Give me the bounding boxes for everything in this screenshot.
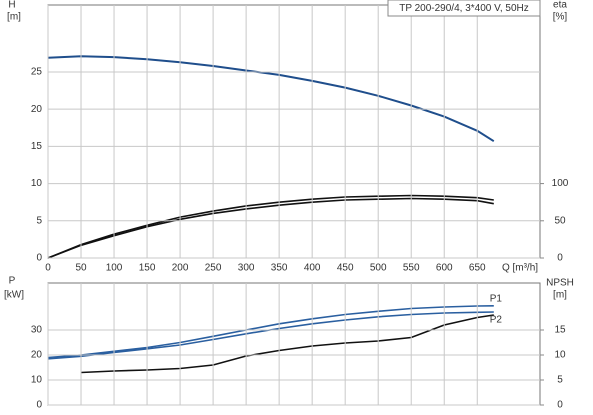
title-box [387,0,541,17]
y-axis-label: H [8,0,15,11]
x-tick-label: 500 [370,263,387,274]
y2-tick-label: 10 [554,350,566,361]
y2-axis-label: NPSH [546,278,574,289]
x-tick-label: 50 [75,263,87,274]
series-line [47,197,494,259]
y-tick-label: 20 [31,104,43,115]
series-line [47,194,494,259]
x-axis-label: Q [m³/h] [502,263,538,274]
x-tick-label: 150 [139,263,156,274]
x-tick-label: 650 [469,263,486,274]
y2-tick-label: 0 [557,400,563,411]
x-tick-label: 450 [337,263,354,274]
y-tick-label: 10 [31,178,43,189]
y-axis-label: P [9,276,16,287]
x-tick-label: 350 [271,263,288,274]
x-tick-label: 550 [403,263,420,274]
x-tick-label: 200 [172,263,189,274]
y2-axis-unit: [m] [553,290,567,301]
x-tick-label: 0 [45,263,51,274]
y-tick-label: 10 [31,375,43,386]
y-tick-label: 20 [31,350,43,361]
x-tick-label: 100 [106,263,123,274]
y-axis-unit: [kW] [4,290,24,301]
series-line [80,314,494,374]
y-tick-label: 15 [31,141,43,152]
y-tick-label: 0 [36,253,42,264]
x-tick-label: 300 [238,263,255,274]
plot-frame [47,282,541,406]
y-tick-label: 25 [31,67,43,78]
y-tick-label: 0 [36,400,42,411]
y-tick-label: 30 [31,325,43,336]
series-line [47,55,495,143]
x-tick-label: 250 [205,263,222,274]
y2-tick-label: 50 [554,215,566,226]
chart-title: TP 200-290/4, 3*400 V, 50Hz [399,3,529,14]
y2-tick-label: 0 [557,253,563,264]
y-tick-label: 5 [36,215,42,226]
series-label: P1 [490,293,503,304]
y2-tick-label: 5 [557,375,563,386]
plot-frame [47,4,541,259]
x-tick-label: 400 [304,263,321,274]
y2-tick-label: 100 [552,178,569,189]
y2-tick-label: 15 [554,325,566,336]
y2-axis-unit: [%] [553,12,568,23]
series-label: P2 [490,315,503,326]
x-tick-label: 600 [436,263,453,274]
y-axis-unit: [m] [7,12,21,23]
y2-axis-label: eta [553,0,567,11]
